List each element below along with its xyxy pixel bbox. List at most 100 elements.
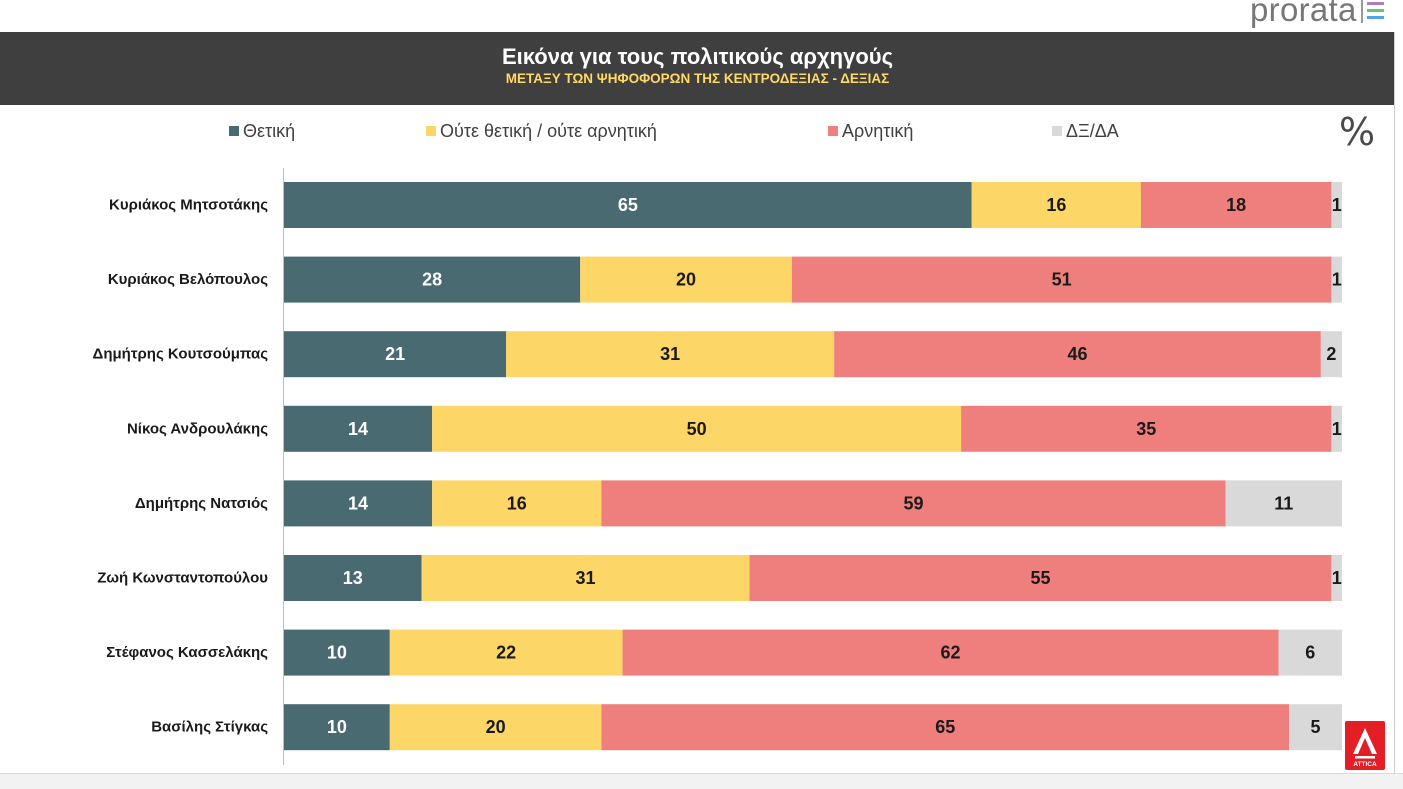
legend-swatch-negative — [828, 126, 838, 136]
bar-row: Στέφανος Κασσελάκης 10 22 62 6 — [106, 629, 1342, 676]
data-label-negative: 65 — [935, 717, 955, 737]
bar-segment-neutral — [389, 629, 623, 676]
data-label-negative: 51 — [1052, 270, 1072, 290]
percent-unit-label: % — [1339, 110, 1376, 154]
bar-segment-neutral — [506, 331, 835, 378]
data-label-negative: 35 — [1136, 419, 1156, 439]
bar-row: Νίκος Ανδρουλάκης 14 50 35 1 — [127, 405, 1342, 452]
bar-row: Κυριάκος Βελόπουλος 28 20 51 1 — [108, 256, 1342, 303]
bar-segment-negative — [834, 331, 1321, 378]
data-label-positive: 14 — [348, 493, 368, 513]
legend-label-positive: Θετική — [243, 121, 296, 141]
category-label: Βασίλης Στίγκας — [151, 719, 268, 736]
header-band — [0, 32, 1395, 105]
data-label-neutral: 22 — [496, 643, 516, 663]
attica-logo-text: ATTICA — [1353, 761, 1377, 768]
bar-segment-positive — [284, 256, 581, 303]
legend-item-negative: Αρνητική — [828, 121, 913, 141]
bar-segment-negative — [749, 555, 1332, 601]
bar-segment-negative — [791, 256, 1332, 303]
legend-label-neutral: Ούτε θετική / ούτε αρνητική — [440, 121, 657, 141]
data-label-negative: 18 — [1226, 195, 1246, 215]
bar-row: Δημήτρης Νατσιός 14 16 59 11 — [135, 480, 1342, 527]
bar-row: Βασίλης Στίγκας 10 20 65 5 — [151, 704, 1342, 751]
chart-title: Εικόνα για τους πολιτικούς αρχηγούς — [501, 44, 894, 69]
data-label-dk-na: 5 — [1311, 717, 1321, 737]
bottom-strip — [0, 773, 1403, 789]
legend-swatch-neutral — [426, 126, 436, 136]
slide-right-border — [1394, 32, 1395, 773]
legend-item-positive: Θετική — [229, 121, 295, 141]
data-label-neutral: 20 — [676, 270, 696, 290]
data-label-dk-na: 1 — [1332, 195, 1342, 215]
bar-segment-neutral — [389, 704, 602, 751]
data-label-dk-na: 1 — [1332, 270, 1342, 290]
bar-segment-neutral — [432, 480, 602, 527]
data-label-neutral: 31 — [576, 568, 596, 588]
data-label-dk-na: 6 — [1305, 643, 1315, 663]
bar-segment-neutral — [580, 256, 792, 303]
bar-segment-dk-na — [1278, 629, 1342, 676]
bar-segment-positive — [284, 405, 433, 452]
data-label-dk-na: 1 — [1332, 419, 1342, 439]
bar-segment-positive — [284, 480, 433, 527]
attica-logo: ATTICA — [1345, 721, 1385, 770]
bar-segment-negative — [601, 704, 1290, 751]
bar-segment-negative — [1140, 182, 1332, 228]
bar-segment-neutral — [432, 405, 962, 452]
bar-segment-dk-na — [1225, 480, 1342, 527]
category-label: Νίκος Ανδρουλάκης — [127, 420, 268, 437]
legend-label-dk-na: ΔΞ/ΔΑ — [1066, 121, 1119, 141]
data-label-positive: 65 — [618, 195, 638, 215]
data-label-positive: 14 — [348, 419, 368, 439]
bar-segment-neutral — [971, 182, 1141, 228]
data-label-neutral: 20 — [486, 717, 506, 737]
chart-subtitle: ΜΕΤΑΞΥ ΤΩΝ ΨΗΦΟΦΟΡΩΝ ΤΗΣ ΚΕΝΤΡΟΔΕΞΙΑΣ - … — [505, 71, 890, 86]
category-label: Ζωή Κωνσταντοπούλου — [97, 570, 268, 587]
prorata-logo-mark-icon — [1361, 0, 1387, 24]
bar-segment-dk-na — [1331, 182, 1342, 228]
bar-segment-dk-na — [1331, 405, 1342, 452]
data-label-neutral: 50 — [687, 419, 707, 439]
bar-segment-dk-na — [1331, 555, 1342, 601]
bar-segment-negative — [961, 405, 1332, 452]
data-label-negative: 55 — [1030, 568, 1050, 588]
data-label-negative: 62 — [941, 643, 961, 663]
data-label-positive: 21 — [385, 344, 405, 364]
bar-segment-positive — [284, 331, 507, 378]
data-label-negative: 46 — [1067, 344, 1087, 364]
bar-row: Κυριάκος Μητσοτάκης 65 16 18 1 — [109, 182, 1342, 228]
bar-segment-positive — [284, 182, 972, 228]
prorata-logo: prorata — [1250, 0, 1357, 28]
data-label-negative: 59 — [903, 493, 923, 513]
category-label: Δημήτρης Νατσιός — [135, 495, 268, 512]
data-label-dk-na: 11 — [1274, 493, 1293, 513]
category-label: Κυριάκος Βελόπουλος — [108, 271, 268, 288]
bar-segment-dk-na — [1289, 704, 1342, 751]
legend-swatch-positive — [229, 126, 239, 136]
bar-segment-negative — [601, 480, 1226, 527]
legend-item-dk-na: ΔΞ/ΔΑ — [1052, 121, 1119, 141]
legend-item-neutral: Ούτε θετική / ούτε αρνητική — [426, 121, 657, 141]
category-label: Κυριάκος Μητσοτάκης — [109, 197, 268, 214]
category-label: Στέφανος Κασσελάκης — [106, 644, 268, 661]
bar-segment-negative — [622, 629, 1279, 676]
data-label-dk-na: 1 — [1332, 568, 1342, 588]
data-label-positive: 28 — [422, 270, 442, 290]
bar-segment-neutral — [421, 555, 750, 601]
bar-row: Ζωή Κωνσταντοπούλου 13 31 55 1 — [97, 555, 1342, 601]
bar-segment-dk-na — [1331, 256, 1342, 303]
data-label-dk-na: 2 — [1326, 344, 1336, 364]
bar-segment-positive — [284, 629, 390, 676]
data-label-neutral: 16 — [507, 493, 527, 513]
bar-row: Δημήτρης Κουτσούμπας 21 31 46 2 — [93, 331, 1342, 378]
bar-segment-positive — [284, 555, 422, 601]
bar-segment-positive — [284, 704, 390, 751]
data-label-neutral: 31 — [660, 344, 680, 364]
data-label-positive: 10 — [327, 643, 347, 663]
data-label-neutral: 16 — [1046, 195, 1066, 215]
category-label: Δημήτρης Κουτσούμπας — [93, 346, 269, 363]
